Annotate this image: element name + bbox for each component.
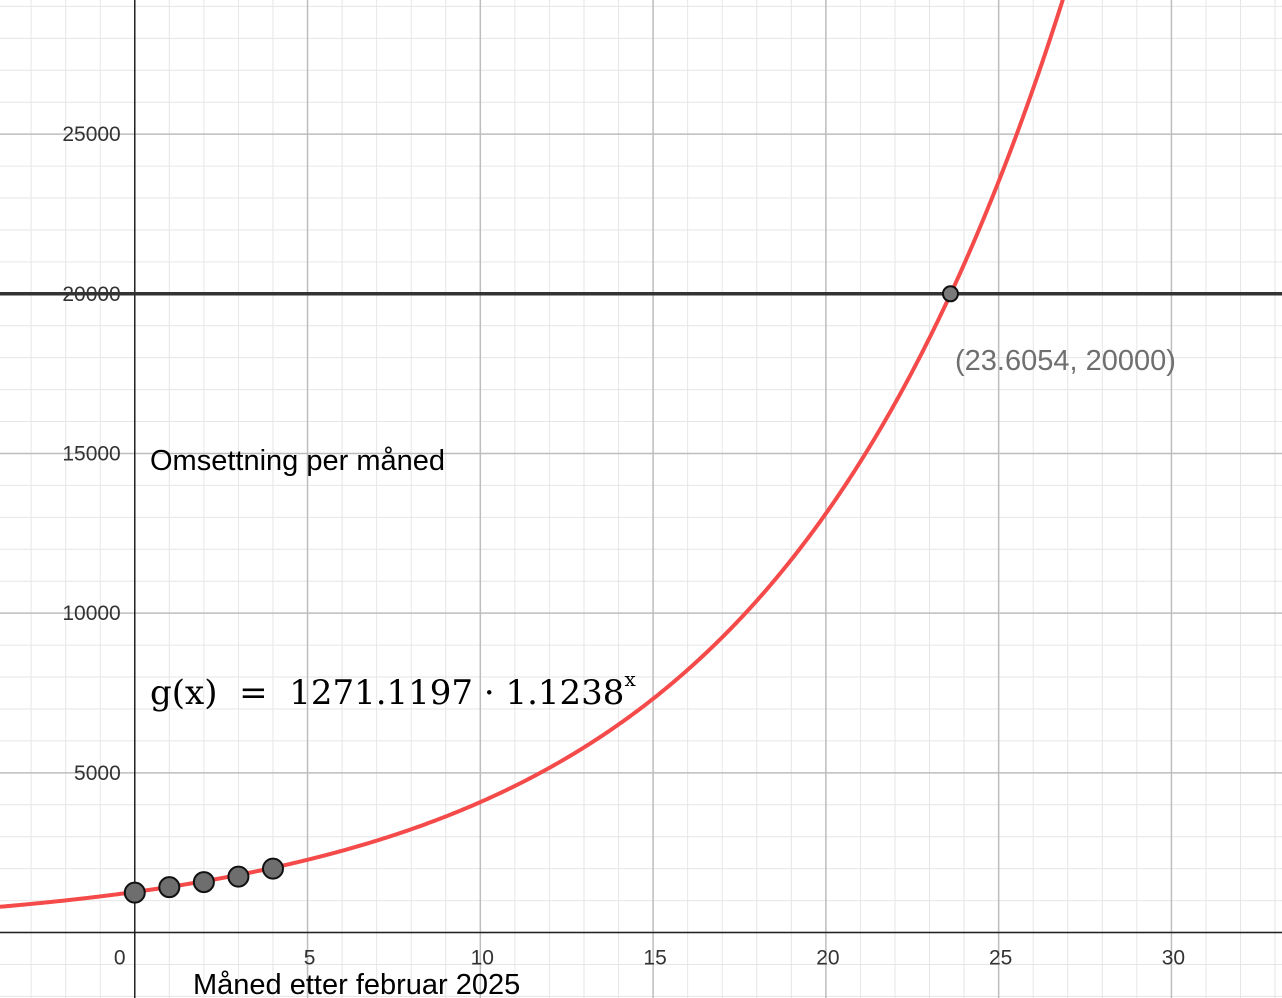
formula-exponent: x [624,667,636,691]
x-tick-label: 0 [114,947,126,970]
data-point [192,871,215,894]
y-axis-label: Omsettning per måned [150,445,445,477]
formula-base: g(x) = 1271.1197 · 1.1238 [150,673,624,713]
y-tick-label: 5000 [74,762,121,785]
x-tick-label: 10 [471,947,494,970]
x-tick-label: 15 [643,947,666,970]
data-points [123,285,959,904]
x-tick-label: 5 [304,947,316,970]
y-tick-label: 25000 [62,123,120,146]
tick-labels: 0 5 10 15 20 25 30 5000 10000 15000 20000 25000 [62,123,1185,969]
y-tick-label: 15000 [62,442,120,465]
function-formula: g(x) = 1271.1197 · 1.1238x [150,667,636,713]
data-point [261,857,284,880]
intersection-point [941,285,959,303]
y-tick-label: 20000 [62,283,120,306]
x-axis-label: Måned etter februar 2025 [193,969,520,998]
x-tick-label: 30 [1162,947,1185,970]
x-tick-label: 20 [816,947,839,970]
data-point [158,876,181,899]
intersection-label: (23.6054, 20000) [955,345,1176,377]
x-tick-label: 25 [989,947,1012,970]
data-point [123,881,146,904]
y-tick-label: 10000 [62,602,120,625]
data-point [227,865,250,888]
